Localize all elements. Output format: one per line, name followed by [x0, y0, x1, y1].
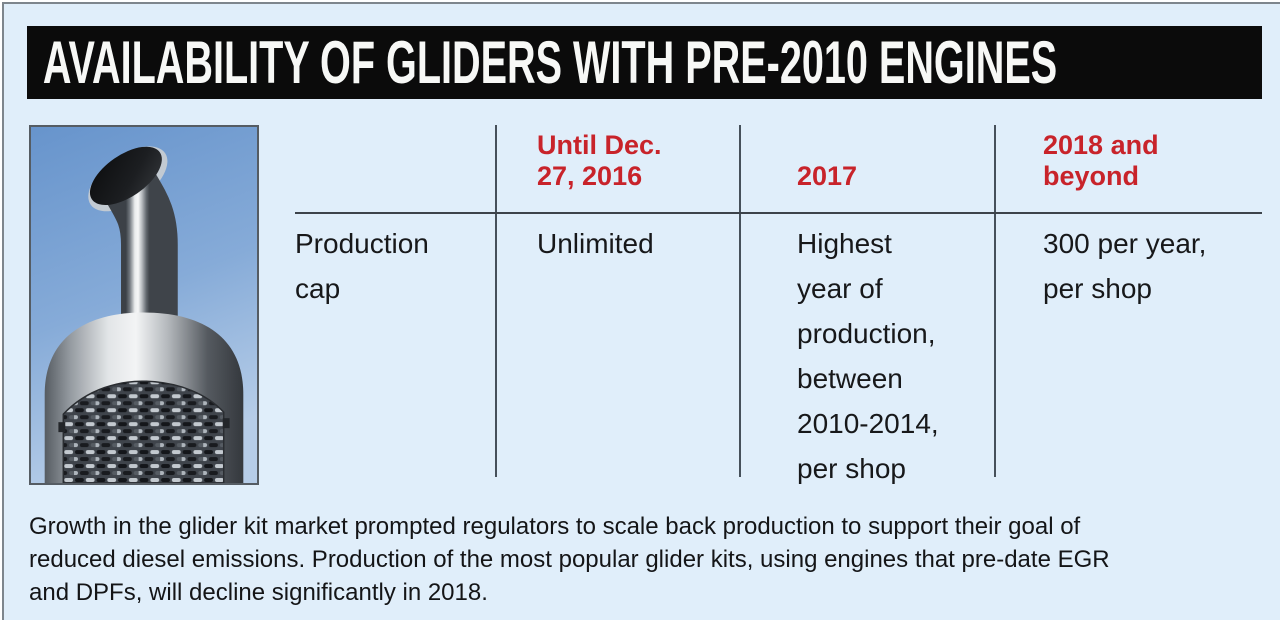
column-header-2018-beyond: 2018 and beyond [1043, 130, 1159, 191]
column-separator-1 [495, 125, 497, 477]
caption-line-2: reduced diesel emissions. Production of … [29, 546, 1110, 573]
caption-line-1: Growth in the glider kit market prompted… [29, 513, 1081, 540]
header-rule [295, 212, 1262, 214]
clamp-tab-right [222, 418, 230, 429]
row-label-production-cap: Production cap [295, 228, 429, 304]
exhaust-tip [88, 146, 178, 327]
perforated-heat-shield [62, 380, 225, 483]
title-bar: AVAILABILITY OF GLIDERS WITH PRE-2010 EN… [27, 26, 1262, 99]
column-separator-2 [739, 125, 741, 477]
caption: Growth in the glider kit market prompted… [29, 510, 1279, 609]
clamp-tab-left [58, 422, 66, 433]
column-header-2017: 2017 [797, 161, 858, 191]
caption-line-3: and DPFs, will decline significantly in … [29, 579, 488, 606]
exhaust-stack-photo [29, 125, 259, 485]
exhaust-stack-illustration [31, 127, 257, 483]
cell-2018-beyond-value: 300 per year, per shop [1043, 228, 1207, 304]
cell-until-dec-2016-value: Unlimited [537, 228, 654, 259]
cell-2017-value: Highest year of production, between 2010… [797, 228, 939, 484]
column-header-until-dec-2016: Until Dec. 27, 2016 [537, 130, 662, 191]
column-separator-3 [994, 125, 996, 477]
page-title: AVAILABILITY OF GLIDERS WITH PRE-2010 EN… [42, 29, 1058, 96]
